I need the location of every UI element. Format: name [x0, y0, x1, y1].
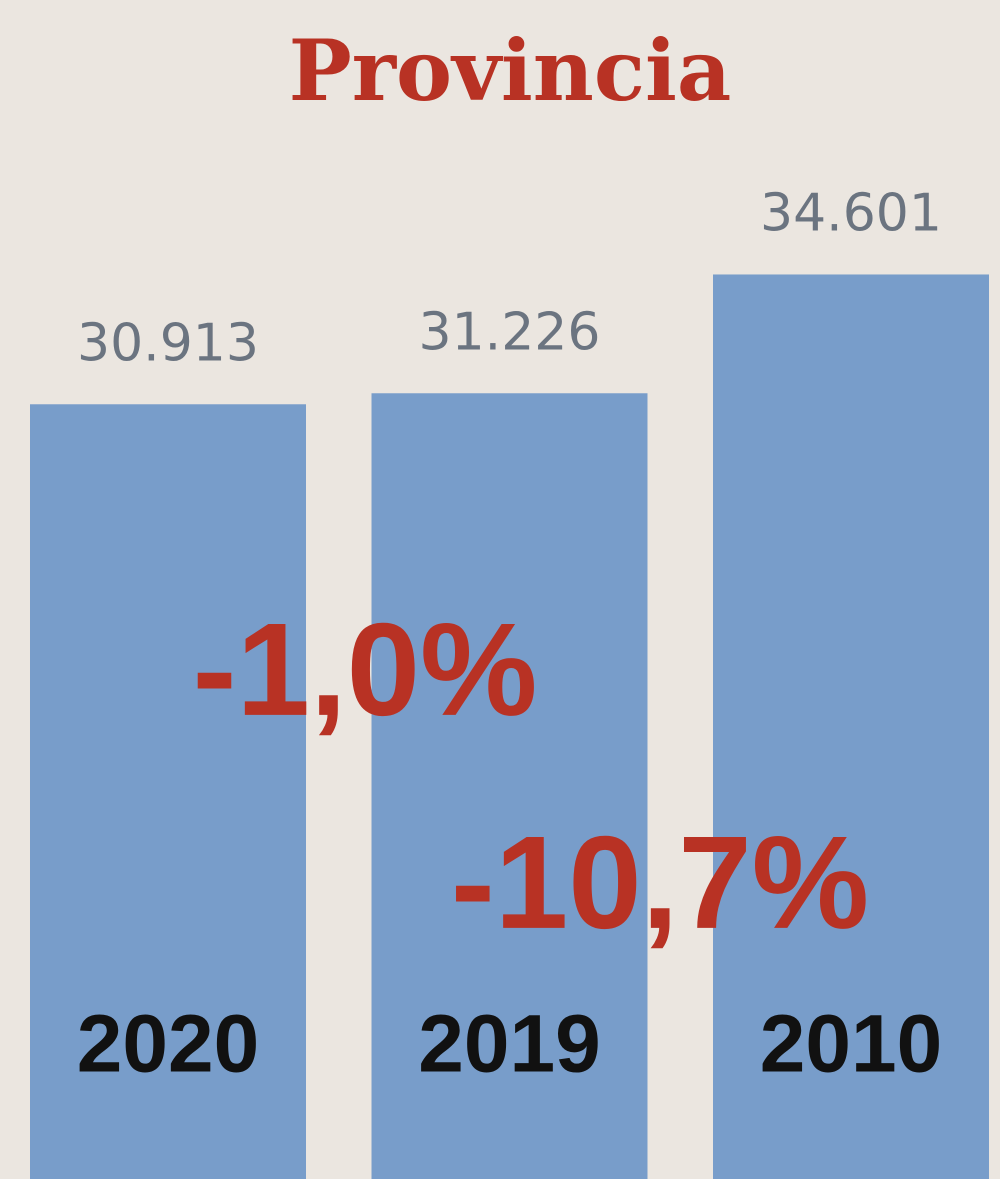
category-label: 2019 [418, 999, 600, 1090]
value-label: 31.226 [419, 302, 601, 362]
value-label: 30.913 [77, 313, 259, 373]
annotation: -10,7% [451, 809, 869, 956]
annotation: -1,0% [193, 596, 538, 743]
category-label: 2010 [760, 999, 942, 1090]
bar [371, 393, 648, 1179]
category-label: 2020 [77, 999, 259, 1090]
value-label: 34.601 [760, 183, 942, 243]
bar [30, 404, 306, 1179]
chart-title: Provincia [289, 21, 732, 120]
bar [713, 274, 989, 1179]
